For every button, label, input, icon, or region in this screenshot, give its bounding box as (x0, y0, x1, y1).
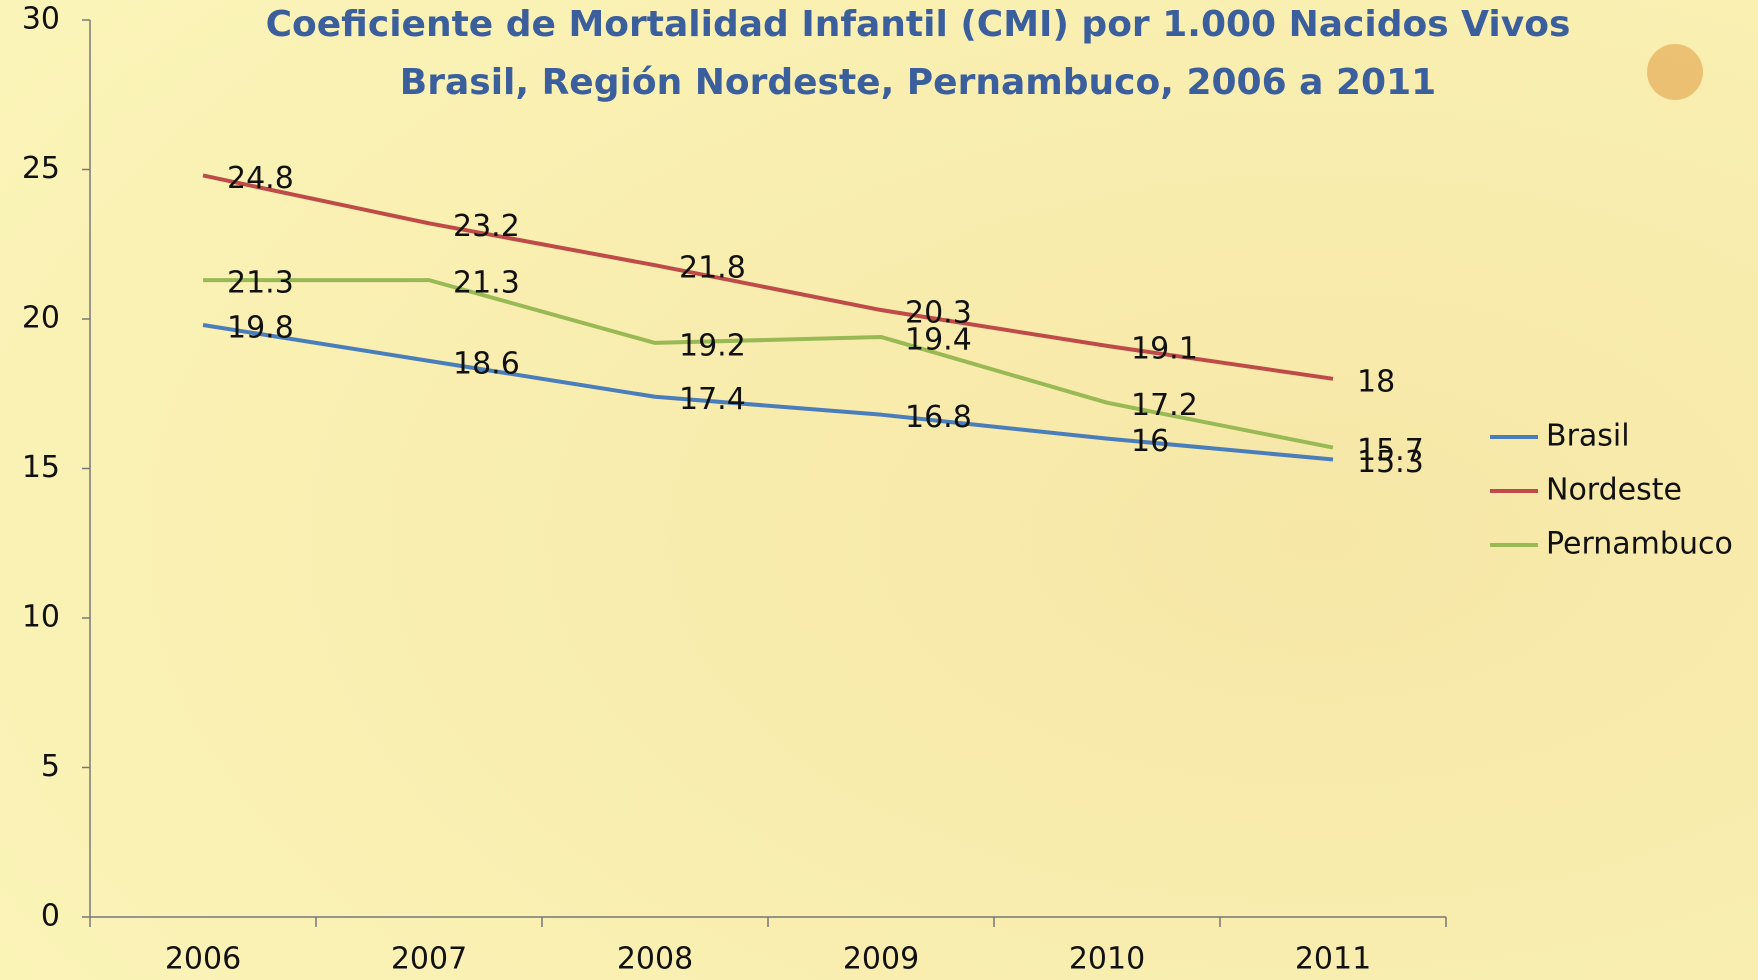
data-label: 21.3 (227, 266, 294, 301)
legend-label: Nordeste (1546, 473, 1682, 508)
data-label: 18.6 (453, 346, 520, 381)
legend-label: Pernambuco (1546, 527, 1733, 562)
chart: Coeficiente de Mortalidad Infantil (CMI)… (0, 0, 1758, 980)
data-label: 16 (1131, 424, 1169, 459)
y-tick-label: 15 (22, 450, 60, 485)
y-tick-label: 5 (41, 749, 60, 784)
y-tick-label: 30 (22, 2, 60, 37)
data-label: 18 (1357, 364, 1395, 399)
chart-subtitle: Brasil, Región Nordeste, Pernambuco, 200… (400, 62, 1436, 103)
x-tick-label: 2007 (391, 942, 467, 977)
x-tick-label: 2010 (1069, 942, 1145, 977)
x-tick-label: 2011 (1295, 942, 1371, 977)
data-label: 21.8 (679, 251, 746, 286)
data-label: 15.7 (1357, 433, 1424, 468)
data-label: 19.8 (227, 310, 294, 345)
y-tick-label: 0 (41, 899, 60, 934)
data-label: 17.4 (679, 382, 746, 417)
data-label: 19.2 (679, 328, 746, 363)
y-tick-label: 10 (22, 600, 60, 635)
data-label: 19.1 (1131, 331, 1198, 366)
x-tick-label: 2008 (617, 942, 693, 977)
x-tick-label: 2009 (843, 942, 919, 977)
page: Coeficiente de Mortalidad Infantil (CMI)… (0, 0, 1758, 980)
data-label: 17.2 (1131, 388, 1198, 423)
data-label: 24.8 (227, 161, 294, 196)
chart-title: Coeficiente de Mortalidad Infantil (CMI)… (266, 4, 1571, 45)
data-label: 19.4 (905, 322, 972, 357)
sun-icon (1647, 44, 1703, 100)
data-label: 23.2 (453, 209, 520, 244)
x-tick-label: 2006 (165, 942, 241, 977)
data-label: 16.8 (905, 400, 972, 435)
y-tick-label: 25 (22, 151, 60, 186)
y-tick-label: 20 (22, 301, 60, 336)
data-label: 21.3 (453, 266, 520, 301)
legend-label: Brasil (1546, 419, 1630, 454)
